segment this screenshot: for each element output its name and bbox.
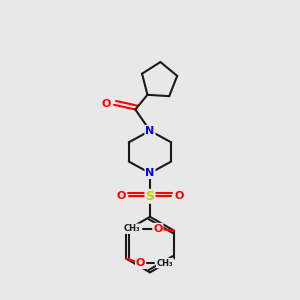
Text: O: O [102, 99, 111, 109]
Text: O: O [153, 224, 163, 234]
Text: N: N [146, 168, 154, 178]
Text: CH₃: CH₃ [124, 224, 141, 233]
Text: S: S [146, 190, 154, 203]
Text: O: O [136, 258, 145, 268]
Text: N: N [146, 126, 154, 136]
Text: O: O [116, 191, 126, 201]
Text: O: O [174, 191, 184, 201]
Text: CH₃: CH₃ [157, 259, 173, 268]
